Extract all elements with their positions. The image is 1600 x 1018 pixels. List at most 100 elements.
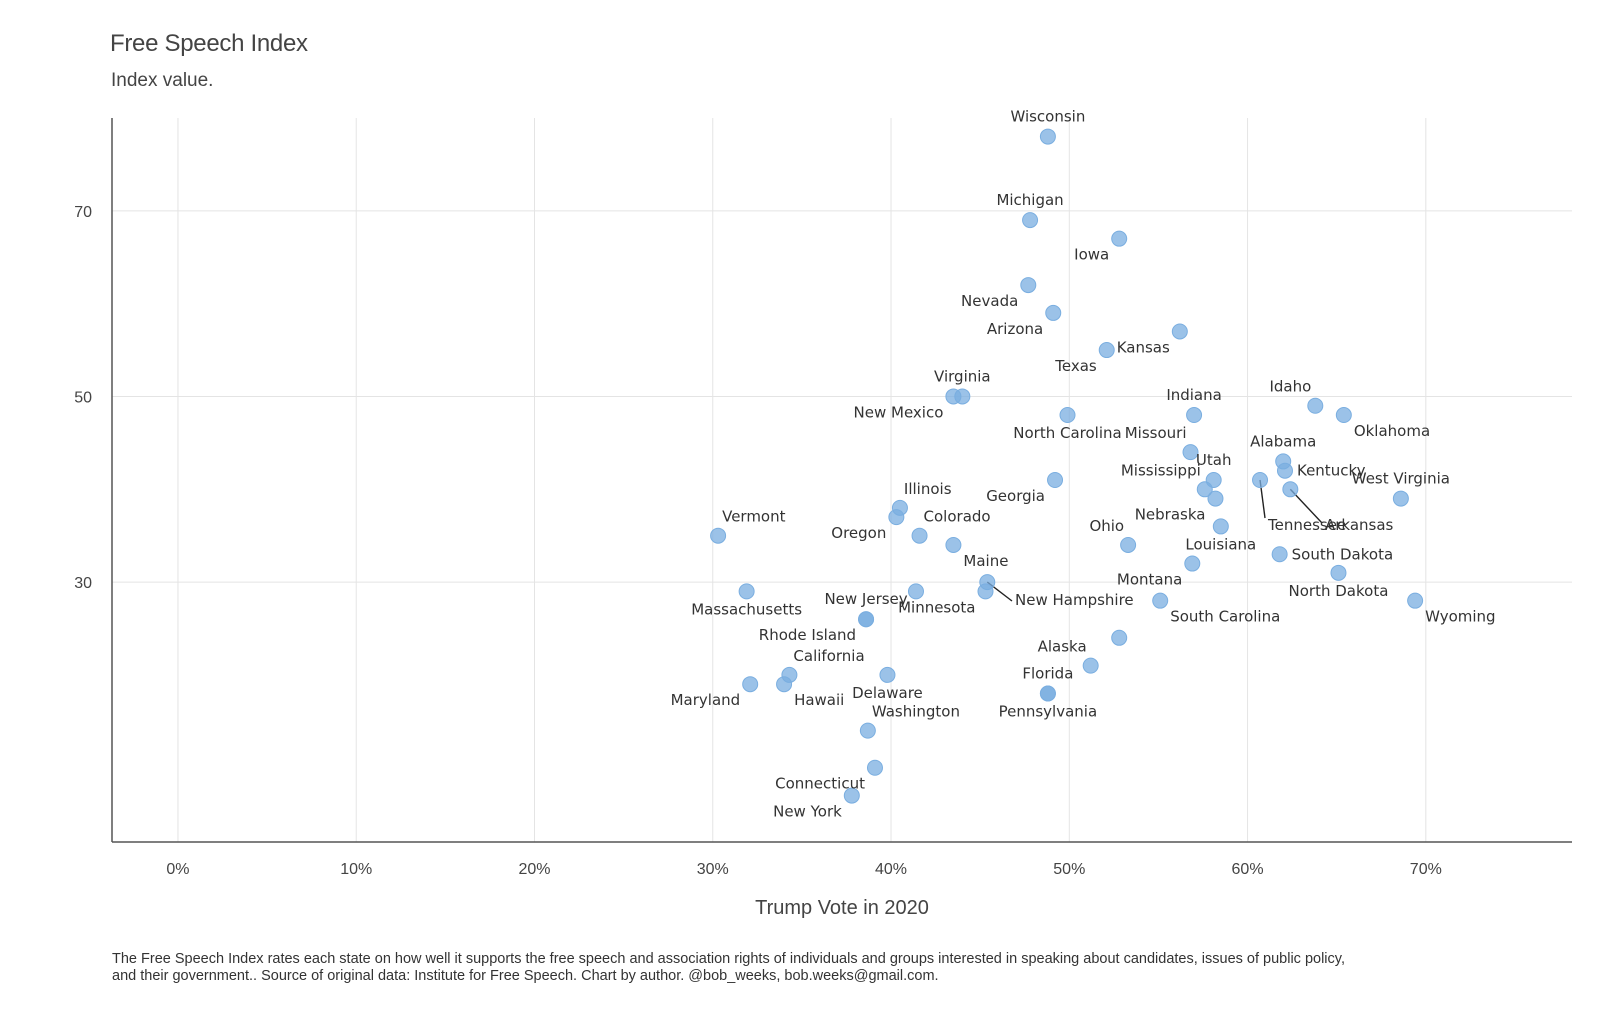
data-point xyxy=(1307,397,1324,414)
data-point xyxy=(1120,536,1137,553)
point-label: Arizona xyxy=(987,320,1043,338)
point-label: Oregon xyxy=(831,524,886,542)
point-labels: Wisconsin Michigan Iowa Nevada Arizona Kansas… xyxy=(671,108,1496,821)
data-point xyxy=(1020,277,1037,294)
data-point xyxy=(945,388,962,405)
data-point xyxy=(1407,592,1424,609)
data-point xyxy=(1184,555,1201,572)
data-point xyxy=(742,676,759,693)
point-label: Ohio xyxy=(1089,517,1124,535)
point-label: South Dakota xyxy=(1292,545,1394,563)
x-tick-label: 30% xyxy=(697,861,729,878)
data-point xyxy=(1212,518,1229,535)
data-point xyxy=(907,583,924,600)
point-label: Iowa xyxy=(1074,246,1109,264)
point-label: Hawaii xyxy=(794,691,844,709)
x-axis-title: Trump Vote in 2020 xyxy=(755,897,929,919)
x-tick-label: 40% xyxy=(875,861,907,878)
x-tick-label: 50% xyxy=(1053,861,1085,878)
data-point xyxy=(1022,212,1039,229)
data-point xyxy=(1171,323,1188,340)
x-tick-label: 60% xyxy=(1232,861,1264,878)
point-label: North Dakota xyxy=(1289,582,1389,600)
point-label: Maine xyxy=(963,552,1008,570)
point-label: Idaho xyxy=(1269,378,1311,396)
data-point xyxy=(1152,592,1169,609)
point-label: Florida xyxy=(1022,664,1073,682)
data-point xyxy=(945,536,962,553)
y-tick-label: 30 xyxy=(74,575,92,592)
data-point xyxy=(859,722,876,739)
point-label: Kansas xyxy=(1117,338,1170,356)
point-label: Illinois xyxy=(904,480,952,498)
point-label: Montana xyxy=(1117,571,1182,589)
data-point xyxy=(1047,472,1064,488)
data-point xyxy=(911,527,928,544)
point-label: Pennsylvania xyxy=(999,702,1098,720)
x-tick-label: 10% xyxy=(340,861,372,878)
y-tick-label: 70 xyxy=(74,204,92,221)
data-point xyxy=(1282,481,1299,498)
point-label: Tennessee xyxy=(1267,516,1346,534)
point-label: Nebraska xyxy=(1135,506,1206,524)
point-label: Arkansas xyxy=(1325,516,1394,534)
data-point xyxy=(776,676,793,693)
y-tick-label: 50 xyxy=(74,389,92,406)
chart-title: Free Speech Index xyxy=(110,30,308,57)
point-label: Louisiana xyxy=(1185,535,1256,553)
point-label: California xyxy=(793,647,864,665)
data-point xyxy=(1330,564,1347,581)
point-label: Vermont xyxy=(722,508,786,526)
data-point xyxy=(1186,407,1203,424)
point-label: New Hampshire xyxy=(1015,591,1134,609)
data-point xyxy=(738,583,755,600)
point-label: New Mexico xyxy=(854,403,944,421)
point-label: Georgia xyxy=(986,487,1045,505)
point-label: New York xyxy=(773,803,842,821)
x-tick-label: 0% xyxy=(166,861,189,878)
data-point xyxy=(710,527,727,544)
point-label: Kentucky xyxy=(1297,462,1366,480)
point-label: Michigan xyxy=(996,191,1063,209)
data-point xyxy=(1182,444,1199,461)
point-label: Alaska xyxy=(1038,638,1087,656)
data-point xyxy=(1196,481,1213,498)
data-point xyxy=(866,759,883,776)
data-point xyxy=(1045,304,1062,321)
point-label: Washington xyxy=(872,703,960,721)
point-label: Wisconsin xyxy=(1010,108,1085,126)
x-tick-label: 70% xyxy=(1410,861,1442,878)
point-label: Texas xyxy=(1054,357,1097,375)
data-point xyxy=(1111,230,1128,247)
point-label: Utah xyxy=(1196,451,1232,469)
point-label: Missouri xyxy=(1125,424,1187,442)
data-point xyxy=(1111,629,1128,646)
x-tick-label: 20% xyxy=(518,861,550,878)
data-point xyxy=(1059,407,1076,424)
point-label: Virginia xyxy=(934,367,991,385)
grid-lines xyxy=(112,118,1572,842)
point-label: Delaware xyxy=(852,684,923,702)
data-point xyxy=(888,509,905,526)
data-point xyxy=(1271,546,1288,563)
data-point xyxy=(1207,490,1224,507)
data-points xyxy=(710,128,1424,804)
point-label: Colorado xyxy=(924,508,991,526)
tick-labels: 0% 10% 20% 30% 40% 50% 60% 70% 30 50 70 xyxy=(74,204,1442,878)
chart-subtitle: Index value. xyxy=(111,70,214,91)
data-point xyxy=(1276,462,1293,479)
data-point xyxy=(1252,472,1269,488)
data-point xyxy=(1039,685,1056,702)
point-label: Wyoming xyxy=(1425,608,1495,626)
point-label: Minnesota xyxy=(898,598,975,616)
point-label: South Carolina xyxy=(1170,608,1280,626)
point-label: Massachusetts xyxy=(691,600,802,618)
data-point xyxy=(1335,407,1352,424)
point-label: New Jersey xyxy=(824,590,907,608)
data-point xyxy=(879,666,896,683)
data-point xyxy=(977,583,994,600)
point-label: North Carolina xyxy=(1013,424,1121,442)
point-label: Oklahoma xyxy=(1354,422,1430,440)
point-label: West Virginia xyxy=(1352,470,1450,488)
